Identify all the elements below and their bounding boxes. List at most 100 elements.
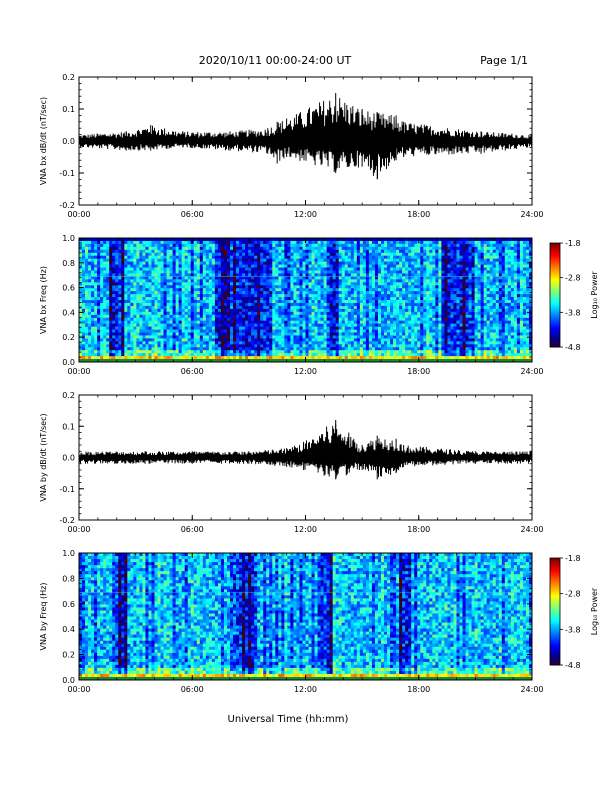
spectrogram-cells <box>88 285 92 289</box>
spectrogram-cells <box>220 341 225 345</box>
spectrogram-cells <box>284 276 288 280</box>
spectrogram-cells <box>242 288 246 292</box>
spectrogram-cells <box>353 258 358 262</box>
spectrogram-cells <box>115 326 119 330</box>
spectrogram-cells <box>308 246 312 251</box>
spectrogram-cells <box>293 311 297 316</box>
spectrogram-cells <box>402 249 406 254</box>
spectrogram-cells <box>239 285 243 289</box>
spectrogram-cells <box>329 294 333 298</box>
spectrogram-cells <box>205 323 210 327</box>
spectrogram-cells <box>290 258 294 262</box>
spectrogram-cells <box>408 353 412 357</box>
spectrogram-cells <box>145 294 149 298</box>
spectrogram-cells <box>305 288 309 292</box>
spectrogram-cells <box>323 282 327 286</box>
spectrogram-cells <box>275 291 279 295</box>
spectrogram-cells <box>230 317 234 321</box>
spectrogram-cells <box>323 323 327 327</box>
spectrogram-cells <box>142 261 146 265</box>
spectrogram-cells <box>223 279 228 283</box>
spectrogram-cells <box>103 341 107 345</box>
spectrogram-cells <box>184 297 189 301</box>
spectrogram-cells <box>335 267 340 271</box>
spectrogram-cells <box>278 323 282 327</box>
spectrogram-cells <box>284 288 288 292</box>
spectrogram-cells <box>142 252 146 257</box>
spectrogram-cells <box>139 350 143 354</box>
spectrogram-cells <box>263 238 267 242</box>
spectrogram-cells <box>326 300 330 304</box>
spectrogram-cells <box>184 308 189 313</box>
spectrogram-cells <box>109 264 113 268</box>
spectrogram-cells <box>233 249 237 254</box>
spectrogram-cells <box>423 291 427 316</box>
spectrogram-cells <box>269 246 273 251</box>
spectrogram-cells <box>112 249 116 254</box>
spectrogram-cells <box>239 302 243 307</box>
spectrogram-cells <box>82 273 86 277</box>
spectrogram-cells <box>157 282 161 286</box>
spectrogram-cells <box>233 294 237 298</box>
spectrogram-cells <box>217 243 222 248</box>
spectrogram-cells <box>202 329 207 333</box>
spectrogram-cells <box>257 261 261 265</box>
spectrogram-cells <box>190 335 195 339</box>
spectrogram-cells <box>106 356 110 360</box>
spectrogram-cells <box>94 350 98 354</box>
spectrogram-cells <box>130 323 134 327</box>
spectrogram-cells <box>109 311 113 316</box>
spectrogram-cells <box>353 302 358 307</box>
spectrogram-cells <box>160 347 164 351</box>
spectrogram-cells <box>163 291 167 295</box>
spectrogram-cells <box>157 249 161 254</box>
spectrogram-cells <box>396 285 400 289</box>
spectrogram-cells <box>184 294 189 298</box>
spectrogram-cells <box>308 302 312 307</box>
spectrogram-cells <box>365 308 370 313</box>
spectrogram-cells <box>248 279 252 283</box>
spectrogram-cells <box>390 314 394 319</box>
spectrogram-cells <box>296 311 300 336</box>
spectrogram-cells <box>187 332 192 336</box>
spectrogram-cells <box>245 323 249 327</box>
spectrogram-cells <box>381 258 385 262</box>
spectrogram-cells <box>332 285 336 289</box>
spectrogram-cells <box>145 350 149 354</box>
spectrogram-cells <box>190 350 195 354</box>
spectrogram-cells <box>85 267 89 271</box>
spectrogram-cells <box>284 308 288 313</box>
spectrogram-cells <box>202 314 207 319</box>
spectrogram-cells <box>236 353 240 357</box>
spectrogram-cells <box>335 249 340 254</box>
spectrogram-cells <box>408 317 412 321</box>
spectrogram-cells <box>211 308 216 313</box>
spectrogram-cells <box>251 288 255 292</box>
spectrogram-cells <box>157 243 161 248</box>
spectrogram-cells <box>347 294 352 298</box>
spectrogram-cells <box>371 323 376 327</box>
spectrogram-cells <box>260 314 264 319</box>
spectrogram-cells <box>317 353 321 357</box>
spectrogram-cells <box>272 252 276 257</box>
spectrogram-cells <box>112 314 116 319</box>
spectrogram-cells <box>374 273 379 277</box>
spectrogram-cells <box>145 356 149 360</box>
spectrogram-cells <box>308 347 312 351</box>
spectrogram-cells <box>139 279 143 283</box>
spectrogram-cells <box>217 317 222 321</box>
spectrogram-cells <box>368 314 373 319</box>
spectrogram-cells <box>248 308 252 313</box>
spectrogram-cells <box>148 320 152 324</box>
spectrogram-cells <box>97 282 101 286</box>
spectrogram-cells <box>305 243 309 248</box>
spectrogram-cells <box>362 240 367 245</box>
spectrogram-cells <box>142 273 146 277</box>
spectrogram-cells <box>118 285 122 289</box>
spectrogram-cells <box>208 308 213 313</box>
spectrogram-cells <box>91 347 95 351</box>
spectrogram-cells <box>178 279 182 283</box>
spectrogram-cells <box>281 255 285 259</box>
spectrogram-cells <box>223 344 228 348</box>
spectrogram-cells <box>187 258 192 262</box>
